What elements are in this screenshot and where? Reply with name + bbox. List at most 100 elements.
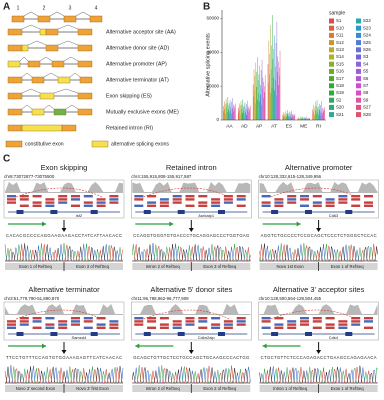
read-block bbox=[300, 204, 309, 207]
legend-label: S6 bbox=[363, 76, 369, 81]
down-arrowhead bbox=[316, 228, 322, 232]
read-block bbox=[96, 204, 106, 207]
coordinates: chr8:73072877-73075500 bbox=[4, 174, 55, 179]
sequence: CCAGGTGGGTGTGACCCTGCAGGAGCCCTGGTGAG bbox=[133, 233, 249, 238]
read-block bbox=[172, 201, 182, 204]
y-axis-label: Alternative splicing events bbox=[205, 33, 211, 97]
chromatogram-trace bbox=[5, 365, 124, 384]
x-tick-label: AP bbox=[256, 123, 262, 129]
gene-name: Samsd4 bbox=[72, 335, 87, 340]
exon bbox=[7, 76, 23, 84]
subpanel-title: Alternative 3' acceptor sites bbox=[273, 285, 365, 294]
legend-swatch bbox=[356, 112, 361, 118]
read-block bbox=[274, 198, 284, 201]
read-block bbox=[261, 201, 271, 204]
coverage-track bbox=[5, 304, 123, 315]
legend-swatch bbox=[356, 61, 361, 67]
splice-arc bbox=[21, 104, 33, 110]
read-block bbox=[58, 198, 68, 201]
gene-exon bbox=[177, 332, 185, 336]
legend-swatch bbox=[329, 47, 334, 53]
read-block bbox=[287, 326, 297, 329]
read-block bbox=[236, 204, 246, 207]
read-block bbox=[19, 317, 29, 320]
gene-name: Isf2 bbox=[76, 213, 83, 218]
read-block bbox=[7, 201, 16, 204]
read-block bbox=[134, 323, 144, 326]
legend-swatch bbox=[329, 83, 334, 89]
read-block bbox=[32, 204, 42, 207]
read-block bbox=[7, 323, 16, 326]
y-tick-label: 40000 bbox=[206, 49, 219, 54]
read-block bbox=[147, 195, 157, 198]
junction-arc bbox=[270, 309, 357, 320]
read-block bbox=[185, 198, 195, 201]
legend-label: S18 bbox=[336, 83, 344, 88]
read-block bbox=[45, 198, 55, 201]
down-arrowhead bbox=[61, 228, 67, 232]
read-block bbox=[325, 323, 335, 326]
region-label: Novo 3' second Exon bbox=[16, 386, 56, 391]
coverage-track bbox=[132, 182, 251, 193]
region-label: Intron 2 of RefSeq bbox=[146, 264, 181, 269]
gene-exon bbox=[305, 210, 312, 214]
direction-arrowhead bbox=[169, 221, 174, 227]
read-block bbox=[147, 326, 157, 329]
chromatogram-trace bbox=[259, 243, 378, 262]
subpanel-title: Exon skipping bbox=[41, 163, 88, 172]
panel-label: B bbox=[203, 2, 210, 13]
gene-exon bbox=[50, 210, 58, 214]
event-label: Alternative acceptor site (AA) bbox=[106, 29, 176, 35]
read-block bbox=[312, 326, 322, 329]
read-block bbox=[19, 320, 29, 323]
chromatogram-trace bbox=[4, 366, 124, 384]
read-block bbox=[312, 204, 322, 207]
exon bbox=[7, 44, 23, 52]
exon bbox=[45, 44, 59, 52]
legend-label: S26 bbox=[363, 47, 371, 52]
read-block bbox=[147, 201, 157, 204]
read-block bbox=[287, 198, 297, 201]
splice-arc bbox=[21, 88, 41, 94]
exon bbox=[63, 15, 77, 23]
region-label: Novo 3' first Exon bbox=[76, 386, 109, 391]
direction-arrowhead bbox=[42, 221, 46, 227]
read-block bbox=[211, 317, 221, 320]
read-block bbox=[325, 317, 335, 320]
exon bbox=[7, 124, 23, 132]
read-block bbox=[172, 323, 182, 326]
splice-arc bbox=[69, 72, 81, 78]
read-block bbox=[300, 317, 309, 320]
read-block bbox=[338, 326, 348, 329]
legend-swatch bbox=[356, 90, 361, 96]
legend-label: S17 bbox=[336, 76, 344, 81]
gene-name: Cdkn2aip bbox=[198, 335, 216, 340]
sequence: GCAGCTGTTGCTCCTGCCAGCTGCAAGCCCACTGG bbox=[133, 355, 249, 360]
read-block bbox=[338, 198, 348, 201]
exon bbox=[11, 15, 25, 23]
event-label: Retained intron (RI) bbox=[106, 125, 153, 131]
read-block bbox=[325, 326, 335, 329]
read-block bbox=[71, 323, 80, 326]
read-block bbox=[19, 198, 29, 201]
legend-swatch bbox=[329, 104, 334, 110]
read-block bbox=[96, 198, 106, 201]
legend-label: S13 bbox=[336, 47, 344, 52]
coordinates: chr10:128,500,564-128,504,455 bbox=[259, 296, 322, 301]
legend-swatch bbox=[356, 40, 361, 46]
read-block bbox=[261, 320, 271, 323]
read-block bbox=[198, 195, 208, 198]
read-block bbox=[300, 195, 309, 198]
junction-arc bbox=[15, 187, 103, 198]
legend-label: S3 bbox=[363, 54, 369, 59]
read-block bbox=[159, 204, 169, 207]
chromatogram-trace bbox=[259, 366, 378, 384]
splice-arc bbox=[23, 11, 39, 17]
splice-arc bbox=[27, 40, 47, 46]
coordinates: chr3:51,779,790-51,890,870 bbox=[4, 296, 60, 301]
legend-label: S8 bbox=[363, 90, 369, 95]
exon bbox=[7, 92, 23, 100]
read-block bbox=[211, 201, 221, 204]
read-block bbox=[364, 326, 373, 329]
exon bbox=[89, 15, 103, 23]
